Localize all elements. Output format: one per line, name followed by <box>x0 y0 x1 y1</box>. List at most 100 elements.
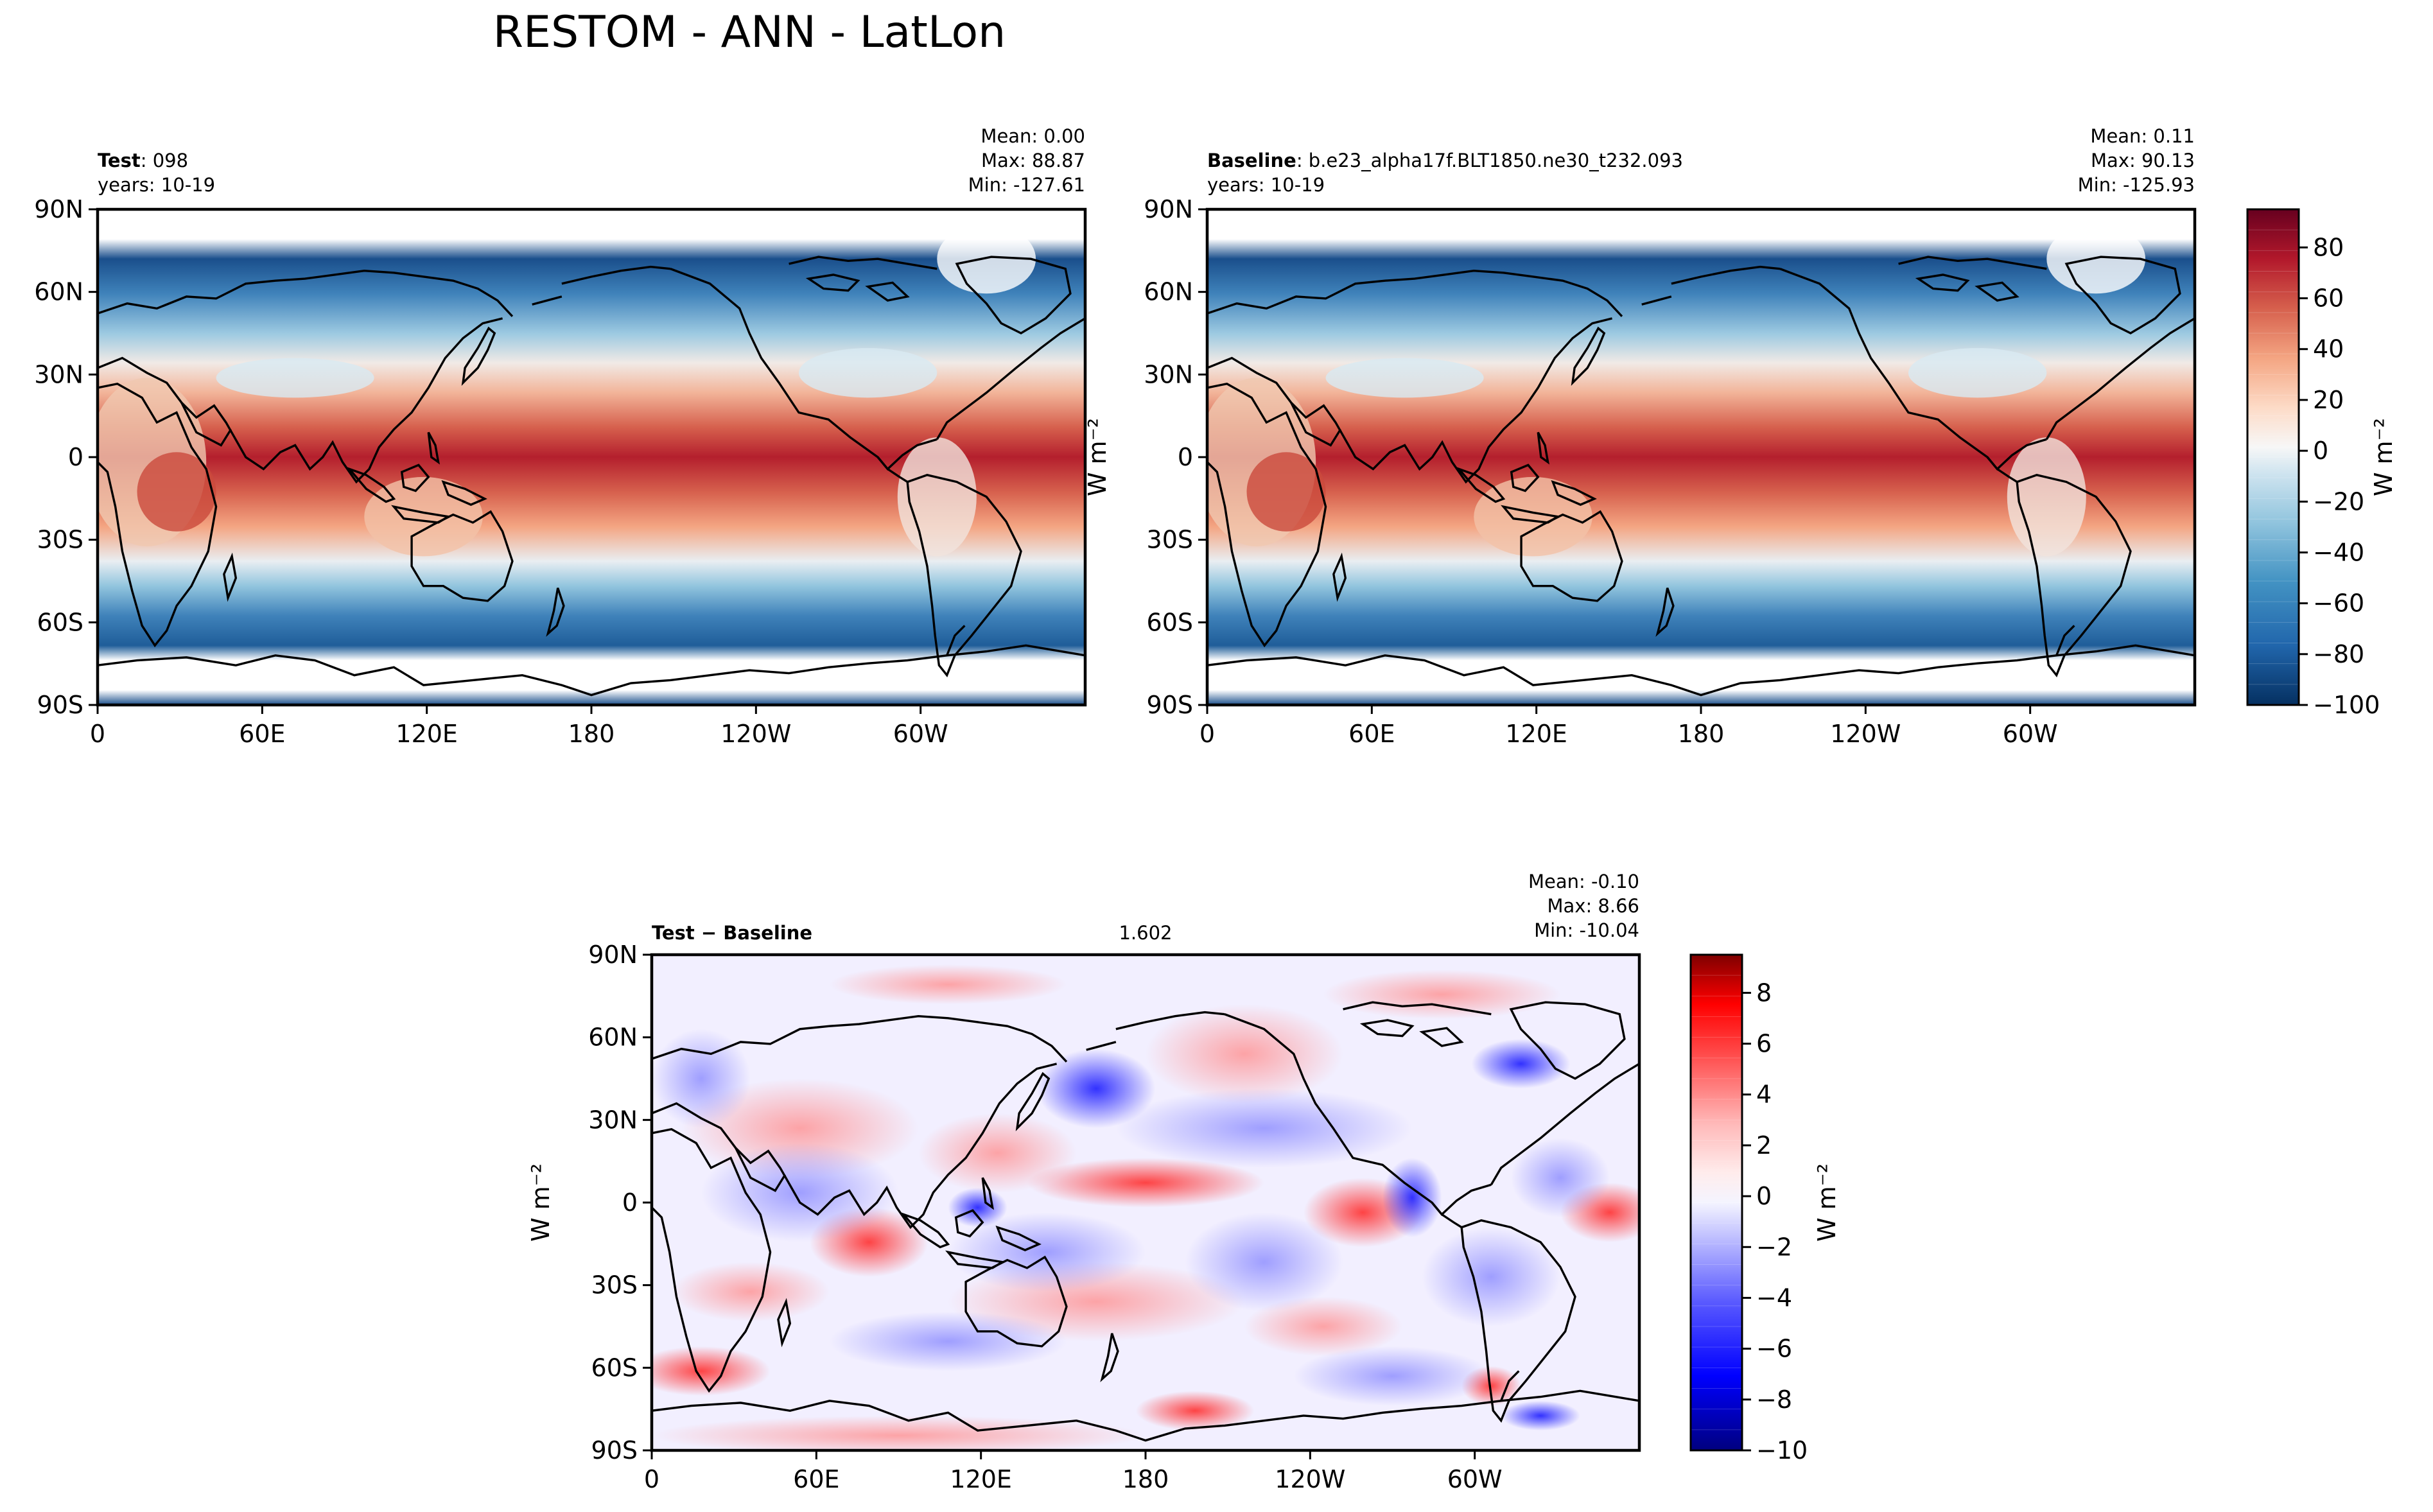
panel-label: Test − Baseline <box>652 922 812 944</box>
years-label: years: 10-19 <box>98 174 215 196</box>
y-units-label: W m⁻² <box>527 1163 555 1242</box>
colorbar-tick-label: −80 <box>2313 640 2364 668</box>
diff-anomaly-blob <box>1511 1138 1610 1218</box>
diff-anomaly-blob <box>829 1311 1067 1371</box>
y-tick-label: 90S <box>591 1436 638 1464</box>
colorbar-axis-label: W m⁻² <box>2369 418 2398 496</box>
years-label: years: 10-19 <box>1207 174 1325 196</box>
diff-anomaly-blob <box>1323 969 1560 1020</box>
x-tick-label: 0 <box>1199 720 1215 748</box>
diff-anomaly-blob <box>1135 1391 1255 1431</box>
map-field <box>652 955 1639 1450</box>
land-feature <box>216 358 374 398</box>
diff-anomaly-blob <box>1244 1296 1402 1357</box>
stat-max: Max: 8.66 <box>1547 895 1639 917</box>
stat-min: Min: -127.61 <box>968 174 1085 196</box>
x-tick-label: 60W <box>1447 1465 1503 1493</box>
y-tick-label: 90N <box>588 941 638 969</box>
diff-anomaly-blob <box>1115 1088 1413 1168</box>
diff-anomaly-blob <box>1293 1346 1492 1406</box>
diff-anomaly-blob <box>1036 1048 1156 1129</box>
stat-mean: Mean: -0.10 <box>1528 871 1639 892</box>
x-tick-label: 60W <box>893 720 948 748</box>
colorbar-diff: 8 6 4 2 0 −2 −4 −6 −8 −10 W m⁻² <box>1689 953 1841 1464</box>
diff-anomaly-blob <box>1185 1212 1343 1312</box>
y-tick-label: 90S <box>37 691 83 719</box>
stat-mean: Mean: 0.11 <box>2090 125 2195 147</box>
colorbar-tick-label: −6 <box>1756 1335 1792 1363</box>
diff-anomaly-blob <box>1422 1227 1560 1326</box>
map-field <box>1207 209 2195 705</box>
panel-baseline: 0 60E 120E 180 120W 60W 90N 60N 30N 0 30S 60S 90S Bas… <box>1144 125 2197 748</box>
colorbar-top: 80 60 40 20 0 −20 −40 −60 −80 −100 W m⁻² <box>2246 208 2398 719</box>
y-units-label: W m⁻² <box>1083 418 1112 496</box>
land-feature <box>1908 348 2047 398</box>
y-tick-label: 0 <box>622 1188 638 1217</box>
y-tick-label: 60N <box>34 278 83 306</box>
colorbar-tick-label: −60 <box>2313 589 2364 618</box>
colorbar-tick-label: −20 <box>2313 487 2364 516</box>
y-tick-label: 60S <box>591 1353 638 1382</box>
stat-max: Max: 90.13 <box>2091 150 2195 171</box>
x-tick-label: 180 <box>1678 720 1725 748</box>
colorbar-tick-label: 0 <box>2313 437 2328 465</box>
y-tick-label: 90N <box>34 195 83 223</box>
land-feature <box>798 348 937 398</box>
x-tick-label: 60E <box>793 1465 839 1493</box>
x-tick-label: 60E <box>239 720 285 748</box>
panel-test: 0 60E 120E 180 120W 60W 90N 60N 30N 0 30S 60S 90S Tes… <box>34 125 1087 748</box>
y-tick-label: 30N <box>34 360 83 388</box>
y-tick-label: 90S <box>1147 691 1193 719</box>
diff-anomaly-blob <box>652 1346 771 1396</box>
x-tick-label: 60W <box>2003 720 2058 748</box>
diff-anomaly-blob <box>1501 1400 1580 1431</box>
colorbar-tick-label: −2 <box>1756 1233 1792 1261</box>
y-tick-label: 30S <box>37 526 83 554</box>
diff-anomaly-blob <box>918 1113 1077 1193</box>
colorbar-fill <box>1691 955 1742 1450</box>
y-tick-label: 60N <box>1144 278 1193 306</box>
stat-min: Min: -10.04 <box>1534 919 1639 941</box>
diff-anomaly-blob <box>671 1262 830 1322</box>
y-tick-label: 0 <box>1178 443 1193 471</box>
diff-anomaly-blob <box>1146 1004 1343 1104</box>
colorbar-axis-label: W m⁻² <box>1813 1163 1841 1242</box>
colorbar-tick-label: 6 <box>1756 1030 1772 1058</box>
colorbar-fill <box>2247 209 2299 705</box>
y-tick-label: 60N <box>588 1023 638 1052</box>
colorbar-tick-label: 8 <box>1756 978 1772 1007</box>
y-tick-label: 30N <box>588 1106 638 1134</box>
diff-anomaly-blob <box>829 964 1067 1005</box>
colorbar-tick-label: −10 <box>1756 1436 1808 1464</box>
panel-label: Baseline: b.e23_alpha17f.BLT1850.ne30_t2… <box>1207 150 1683 171</box>
x-tick-label: 180 <box>568 720 615 748</box>
y-tick-label: 30N <box>1144 360 1193 388</box>
figure-title: RESTOM - ANN - LatLon <box>493 7 1006 58</box>
colorbar-frame <box>1689 953 1743 1452</box>
y-tick-label: 60S <box>1147 608 1193 636</box>
x-tick-label: 120E <box>396 720 458 748</box>
colorbar-tick-label: −40 <box>2313 538 2364 566</box>
colorbar-tick-label: −100 <box>2313 691 2380 719</box>
y-tick-label: 0 <box>68 443 83 471</box>
diff-anomaly-blob <box>1471 1039 1571 1089</box>
panel-label: Test: 098 <box>98 150 188 171</box>
x-tick-label: 120W <box>720 720 791 748</box>
x-tick-label: 0 <box>644 1465 659 1493</box>
colorbar-tick-label: −8 <box>1756 1386 1792 1414</box>
diff-anomaly-blob <box>652 1415 1146 1450</box>
diff-anomaly-blob <box>948 1212 1146 1292</box>
land-feature <box>137 452 216 532</box>
y-tick-label: 90N <box>1144 195 1193 223</box>
stat-min: Min: -125.93 <box>2078 174 2195 196</box>
diff-anomaly-blob <box>1027 1158 1264 1208</box>
rmse-label: 1.602 <box>1119 922 1172 944</box>
x-tick-label: 180 <box>1122 1465 1169 1493</box>
map-field <box>98 209 1085 705</box>
colorbar-tick-label: 60 <box>2313 284 2344 313</box>
diff-anomaly-blob <box>1382 1158 1442 1238</box>
stat-mean: Mean: 0.00 <box>981 125 1085 147</box>
y-tick-label: 30S <box>1147 526 1193 554</box>
colorbar-frame <box>2246 208 2300 706</box>
